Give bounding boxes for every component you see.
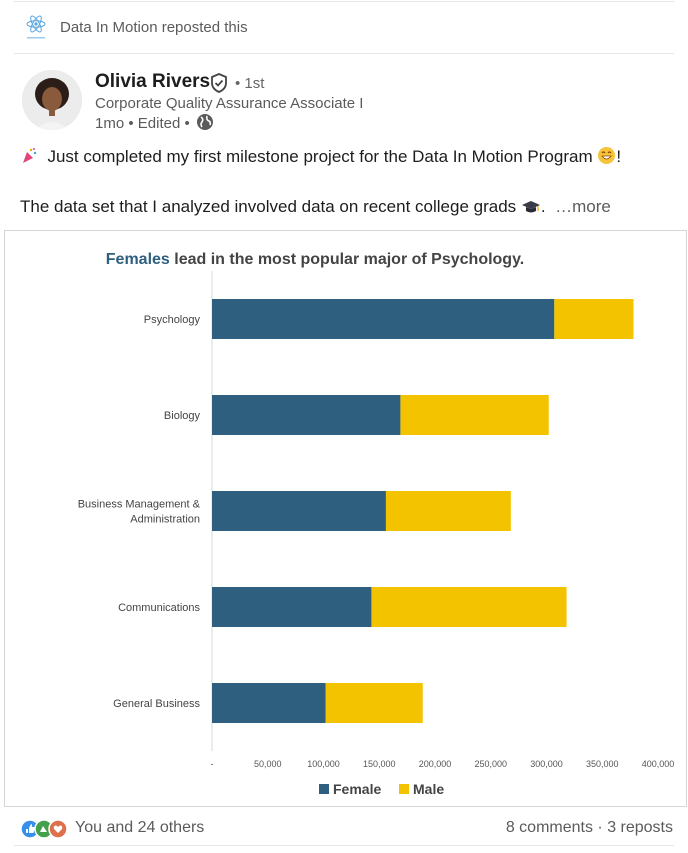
chart-image[interactable]: Females lead in the most popular major o…: [4, 230, 687, 807]
avatar[interactable]: [22, 70, 82, 130]
x-tick-label: 150,000: [363, 759, 396, 769]
stacked-bar-chart: Females lead in the most popular major o…: [78, 251, 675, 797]
reaction-icons[interactable]: [20, 817, 80, 841]
legend-label: Female: [333, 781, 381, 797]
data-in-motion-logo-icon[interactable]: [22, 12, 50, 42]
x-tick-label: 200,000: [419, 759, 452, 769]
legend-label: Male: [413, 781, 444, 797]
globe-icon: [196, 113, 214, 131]
reactions-count[interactable]: You and 24 others: [75, 819, 205, 836]
post-text-end: .: [540, 197, 546, 216]
category-label: Psychology: [144, 314, 201, 326]
x-tick-label: 100,000: [307, 759, 340, 769]
x-tick-label: 400,000: [642, 759, 675, 769]
divider: [14, 845, 674, 846]
author-headline: Corporate Quality Assurance Associate I: [95, 95, 364, 112]
x-tick-label: 50,000: [254, 759, 282, 769]
repost-header: Data In Motion reposted this: [0, 0, 688, 54]
bar-male: [554, 299, 634, 339]
comments-reposts-count[interactable]: 8 comments · 3 reposts: [505, 819, 673, 836]
bar-male: [371, 587, 567, 627]
post-text-end: !: [616, 147, 622, 166]
legend-swatch-male: [399, 784, 409, 794]
chart-title: Females lead in the most popular major o…: [106, 251, 524, 268]
bar-female: [212, 491, 386, 531]
party-popper-icon: [20, 147, 38, 170]
category-label: Communications: [118, 602, 200, 614]
post-text: The data set that I analyzed involved da…: [20, 197, 517, 216]
category-label: Administration: [130, 514, 200, 526]
bar-male: [385, 491, 511, 531]
x-tick-label: 250,000: [474, 759, 507, 769]
category-label: Business Management &: [78, 499, 201, 511]
bar-female: [212, 587, 372, 627]
post-text-line-2: The data set that I analyzed involved da…: [20, 197, 611, 220]
divider: [14, 53, 674, 54]
chart-title-accent: Females: [106, 251, 170, 268]
author-name[interactable]: Olivia Rivers: [95, 71, 211, 92]
repost-text: Data In Motion reposted this: [60, 19, 248, 36]
bar-female: [212, 395, 401, 435]
post-meta: 1mo • Edited •: [95, 115, 190, 132]
see-more-link[interactable]: …more: [555, 197, 611, 216]
category-label: Biology: [164, 410, 201, 422]
post-text-line-1: Just completed my first milestone projec…: [20, 146, 621, 170]
chart-title-rest: lead in the most popular major of Psycho…: [170, 251, 524, 268]
bar-male: [325, 683, 423, 723]
bar-female: [212, 299, 555, 339]
connection-degree: • 1st: [235, 75, 265, 92]
x-tick-label: -: [211, 759, 214, 769]
bar-male: [400, 395, 549, 435]
x-tick-label: 300,000: [530, 759, 563, 769]
x-tick-label: 350,000: [586, 759, 619, 769]
verified-shield-icon: [210, 73, 228, 93]
post-text: Just completed my first milestone projec…: [47, 147, 593, 166]
top-divider: [14, 1, 674, 2]
bar-female: [212, 683, 326, 723]
category-label: General Business: [113, 698, 200, 710]
graduation-cap-icon: [521, 199, 541, 220]
legend-swatch-female: [319, 784, 329, 794]
grinning-face-icon: [597, 146, 616, 170]
